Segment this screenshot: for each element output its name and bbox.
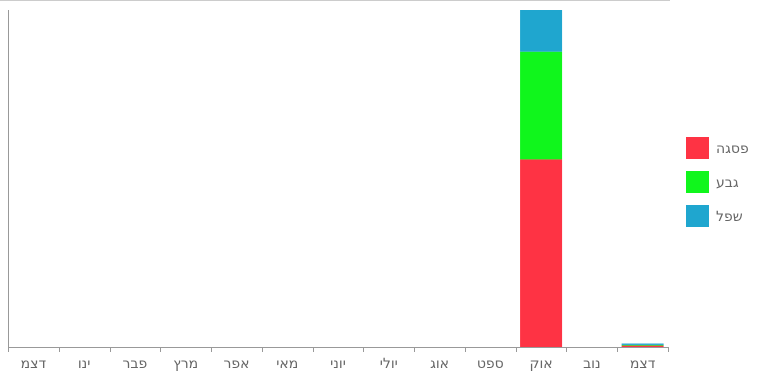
bar-segment <box>520 10 563 52</box>
legend-label: גבע <box>716 175 739 191</box>
bar-segment <box>621 345 664 347</box>
x-ticks-group <box>8 347 669 352</box>
x-tick-label: ינו <box>78 356 91 372</box>
x-tick-label: דצמ <box>630 356 656 372</box>
x-tick-label: מאי <box>276 356 298 372</box>
x-tick-label: אוק <box>530 356 553 372</box>
x-tick-label: אוג <box>430 356 449 372</box>
x-tick-label: מרץ <box>173 356 198 372</box>
legend-swatch <box>686 171 709 193</box>
legend: פסגה גבע שפל <box>686 137 749 227</box>
bars-group <box>520 10 664 347</box>
x-tick-label: יוני <box>330 356 346 372</box>
x-tick-labels-group: דצמ ינו פבר מרץ אפר מאי יוני יולי אוג ספט אוק נוב דצ… <box>21 356 656 372</box>
legend-label: שפל <box>716 209 743 225</box>
legend-label: פסגה <box>716 141 749 157</box>
bar-segment <box>621 343 664 345</box>
x-tick-label: נוב <box>583 356 601 372</box>
bar-segment <box>520 51 563 160</box>
legend-swatch <box>686 205 709 227</box>
bar-segment <box>621 344 664 346</box>
x-tick-label: אפר <box>223 356 249 372</box>
x-tick-label: פבר <box>123 356 148 372</box>
bar-segment <box>520 159 563 347</box>
x-tick-label: יולי <box>380 356 398 372</box>
legend-swatch <box>686 137 709 159</box>
x-tick-label: ספט <box>477 356 504 372</box>
x-tick-label: דצמ <box>21 356 47 372</box>
